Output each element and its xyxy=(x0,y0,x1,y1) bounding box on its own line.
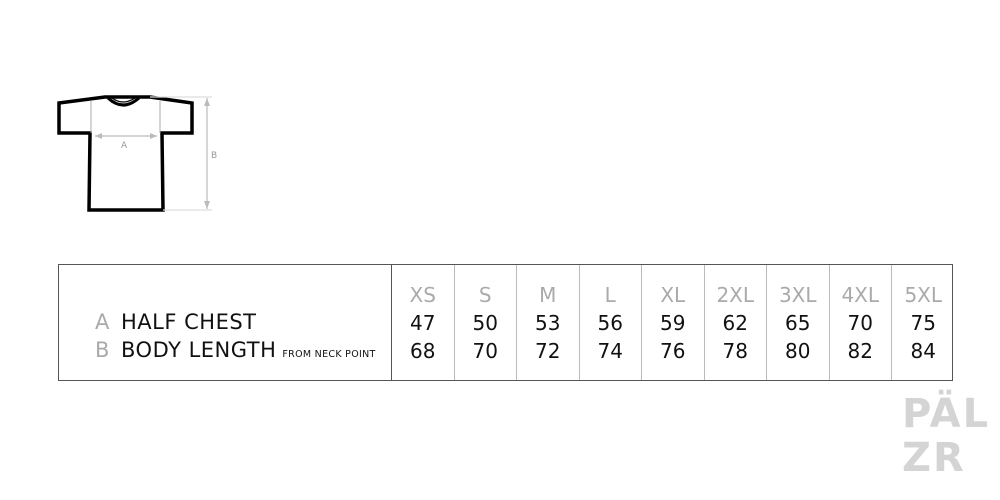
body-length-value: 84 xyxy=(910,339,936,363)
body-length-value: 68 xyxy=(410,339,436,363)
row-letter: B xyxy=(95,338,110,362)
body-length-value: 74 xyxy=(597,339,623,363)
size-column-5xl: 5XL 75 84 xyxy=(892,265,955,380)
size-column-l: L 56 74 xyxy=(580,265,642,380)
size-header: 4XL xyxy=(841,283,880,307)
row-note: FROM NECK POINT xyxy=(282,349,376,360)
size-column-4xl: 4XL 70 82 xyxy=(830,265,892,380)
half-chest-value: 53 xyxy=(535,311,561,335)
size-header: XS xyxy=(409,283,436,307)
label-b: B xyxy=(211,151,217,161)
row-letter: A xyxy=(95,310,110,334)
label-a: A xyxy=(121,141,128,151)
body-length-value: 72 xyxy=(535,339,561,363)
body-length-value: 80 xyxy=(785,339,811,363)
size-header: L xyxy=(604,283,616,307)
half-chest-value: 50 xyxy=(472,311,498,335)
arrow-a xyxy=(95,133,157,139)
row-label: HALF CHEST xyxy=(121,310,257,334)
tshirt-outline xyxy=(57,95,194,212)
size-table: A HALF CHEST B BODY LENGTH FROM NECK POINT … xyxy=(58,264,953,381)
half-chest-value: 62 xyxy=(722,311,748,335)
row-label: BODY LENGTH xyxy=(121,338,277,362)
body-length-value: 82 xyxy=(847,339,873,363)
palzr-logo: PÄL ZR xyxy=(902,391,991,481)
half-chest-value: 56 xyxy=(597,311,623,335)
size-column-s: S 50 70 xyxy=(455,265,517,380)
size-column-xs: XS 47 68 xyxy=(392,265,455,380)
size-column-2xl: 2XL 62 78 xyxy=(705,265,767,380)
size-header: 3XL xyxy=(778,283,817,307)
body-length-value: 70 xyxy=(472,339,498,363)
half-chest-value: 47 xyxy=(410,311,436,335)
row-body-length: B BODY LENGTH FROM NECK POINT xyxy=(95,338,376,362)
size-header: M xyxy=(539,283,557,307)
size-column-xl: XL 59 76 xyxy=(642,265,705,380)
size-column-m: M 53 72 xyxy=(517,265,580,380)
tshirt-collar xyxy=(106,96,140,107)
row-half-chest: A HALF CHEST xyxy=(95,310,257,334)
size-column-3xl: 3XL 65 80 xyxy=(767,265,830,380)
half-chest-value: 65 xyxy=(785,311,811,335)
size-header: XL xyxy=(660,283,686,307)
half-chest-value: 75 xyxy=(910,311,936,335)
tshirt-diagram: A B xyxy=(57,95,217,212)
size-header: 5XL xyxy=(904,283,943,307)
size-header: S xyxy=(478,283,492,307)
arrow-b xyxy=(150,96,212,211)
half-chest-value: 59 xyxy=(660,311,686,335)
half-chest-value: 70 xyxy=(847,311,873,335)
measurement-labels: A HALF CHEST B BODY LENGTH FROM NECK POINT xyxy=(59,265,392,380)
body-length-value: 78 xyxy=(722,339,748,363)
size-header: 2XL xyxy=(716,283,755,307)
body-length-value: 76 xyxy=(660,339,686,363)
